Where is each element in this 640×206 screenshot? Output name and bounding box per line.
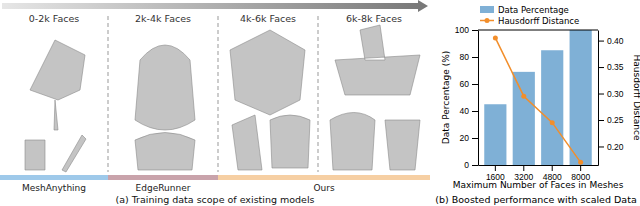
caption: (a) Training data scope of existing mode…: [115, 194, 314, 205]
tick-mark: [472, 165, 478, 166]
y-axis-title: Data Percentage (%): [441, 51, 451, 144]
range-label: 6k-8k Faces: [346, 13, 402, 24]
figure: 0-2k Faces 2k-4k Faces 4k-6k Faces 6k-8k Fa…: [0, 0, 640, 206]
legend-swatch: [480, 6, 494, 13]
mesh-illustration: [25, 140, 45, 170]
bar: [541, 50, 563, 165]
tick-mark: [598, 41, 604, 42]
plot-area: [484, 30, 591, 165]
mesh-illustration: [270, 115, 310, 168]
panel-a: 0-2k Faces 2k-4k Faces 4k-6k Faces 6k-8k Fa…: [0, 0, 430, 205]
range-label: 2k-4k Faces: [135, 13, 191, 24]
range-label: 4k-6k Faces: [240, 13, 296, 24]
separator: [108, 16, 109, 172]
separator: [218, 16, 219, 172]
tick-mark: [598, 120, 604, 121]
legend: Data PercentageHausdorff Distance: [480, 5, 579, 26]
bar: [484, 104, 506, 165]
point: [578, 160, 583, 165]
tick-label: 0: [464, 160, 469, 170]
tick: 0.40: [598, 36, 624, 46]
tick: 60: [460, 79, 478, 89]
tick: 100: [455, 25, 478, 35]
mesh-illustration: [30, 40, 85, 130]
tick-label: 20: [460, 133, 470, 143]
range-label: 0-2k Faces: [29, 13, 80, 24]
tick-label: 0.20: [607, 142, 624, 152]
x-axis-title: Maximum Number of Faces in Meshes: [453, 180, 624, 190]
tick-label: 40: [460, 106, 470, 116]
mesh-illustration: [135, 133, 195, 171]
tick-mark: [523, 165, 524, 171]
frame: [478, 30, 598, 31]
tick-mark: [472, 84, 478, 85]
legend-swatch: [485, 18, 490, 23]
axis: 0.20 0.25 0.30 0.35 0.40: [598, 31, 624, 166]
mesh-illustration: [62, 135, 86, 172]
axis-line: [478, 31, 479, 166]
point: [521, 94, 526, 99]
tick-mark: [472, 57, 478, 58]
mesh-illustration: [232, 115, 262, 170]
model-label: MeshAnything: [22, 183, 86, 193]
tick-mark: [598, 146, 604, 147]
tick: 0: [464, 160, 478, 170]
mesh-illustration: [135, 45, 195, 130]
separator: [318, 16, 319, 172]
model-label: Ours: [313, 183, 334, 193]
model-strip: [0, 175, 108, 180]
chart: 16003200480080000204060801000.200.250.30…: [435, 5, 640, 205]
mesh-illustration: [330, 113, 375, 171]
tick: 40: [460, 106, 478, 116]
model-strip: [218, 175, 430, 180]
tick-mark: [472, 111, 478, 112]
tick: 0.25: [598, 115, 624, 125]
legend-label: Hausdorff Distance: [498, 16, 579, 26]
tick-label: 100: [455, 25, 469, 35]
mesh-illustration: [335, 25, 420, 95]
tick: 20: [460, 133, 478, 143]
bar: [513, 72, 535, 165]
tick-mark: [552, 165, 553, 171]
tick-mark: [472, 30, 478, 31]
mesh-illustration: [385, 120, 420, 170]
model-strip: [108, 175, 218, 180]
tick-label: 80: [460, 52, 470, 62]
legend-label: Data Percentage: [498, 5, 569, 15]
tick-label: 0.30: [607, 89, 624, 99]
tick-mark: [472, 138, 478, 139]
tick-label: 0.40: [607, 36, 624, 46]
tick: 0.20: [598, 142, 624, 152]
scope-arrow: [2, 0, 428, 12]
tick-label: 0.35: [607, 62, 624, 72]
tick: 0.35: [598, 62, 624, 72]
axis-line: [598, 31, 599, 166]
tick-mark: [598, 67, 604, 68]
tick-mark: [598, 94, 604, 95]
tick: 0.30: [598, 89, 624, 99]
bar: [570, 30, 592, 165]
tick: 80: [460, 52, 478, 62]
model-label: EdgeRunner: [136, 183, 191, 193]
mesh-illustration: [230, 30, 305, 115]
y2-axis-title: Hausdorff Distance: [632, 54, 640, 140]
tick-label: 60: [460, 79, 470, 89]
point: [550, 120, 555, 125]
chart-title: (b) Boosted performance with scaled Data: [435, 194, 636, 205]
tick-mark: [495, 165, 496, 171]
tick-label: 0.25: [607, 115, 624, 125]
line: [495, 38, 580, 162]
tick-mark: [580, 165, 581, 171]
point: [493, 35, 498, 40]
axis: 0 20 40 60 80 100: [455, 25, 479, 170]
